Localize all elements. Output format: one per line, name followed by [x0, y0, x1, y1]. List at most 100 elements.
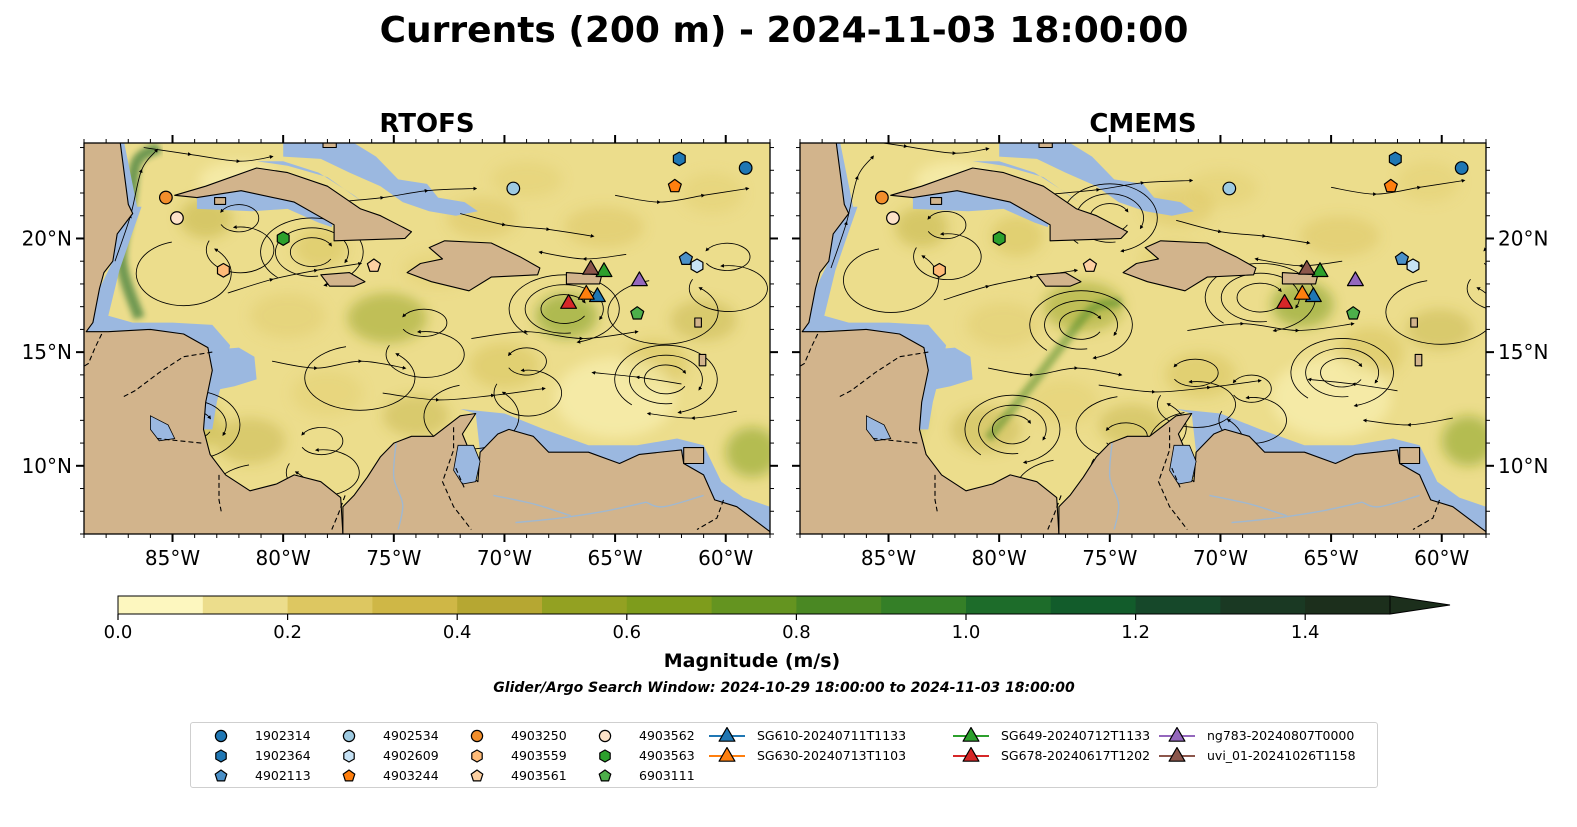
yucatan-shelf-shallow-water: [86, 143, 231, 430]
river: [645, 494, 704, 508]
legend-label: 1902314: [255, 728, 311, 743]
y-tick-label: 10°N: [22, 454, 72, 478]
glider-marker-uvi_01-20241026T1158: [582, 259, 600, 275]
legend-marker-6903111: [598, 769, 612, 782]
legend-label: 4903250: [511, 728, 567, 743]
map-frame: [799, 142, 1487, 535]
hispaniola-land: [406, 240, 541, 292]
colorbar-bin: [287, 596, 373, 614]
streamline: [471, 329, 639, 341]
glider-marker-SG678-20240617T1202: [560, 294, 578, 309]
country-border: [1412, 499, 1441, 530]
yucatan-shelf-shallow-water: [802, 143, 947, 430]
y-tick-label: 15°N: [22, 340, 72, 364]
colorbar-bin: [457, 596, 543, 614]
colorbar-bin: [711, 596, 797, 614]
eddy-streamlines: [1385, 247, 1486, 345]
glider-marker-SG649-20240712T1133: [1311, 262, 1329, 278]
legend-marker: [470, 729, 484, 743]
colorbar-tick-label: 1.0: [952, 622, 981, 643]
colorbar: 0.0 0.2 0.4 0.6 0.8 1.0 1.2 1.4: [104, 595, 1451, 643]
colorbar-tick-label: 0.8: [782, 622, 811, 643]
streamline: [830, 155, 874, 269]
y-tick-label: 20°N: [22, 226, 72, 250]
central-america-land: [800, 143, 1060, 534]
lake-maracaibo: [453, 444, 481, 485]
cuba-land: [174, 167, 413, 242]
colorbar-tick-label: 0.6: [612, 622, 641, 643]
river: [1209, 494, 1288, 517]
legend-marker-4903250: [470, 729, 484, 743]
search-window-text: Glider/Argo Search Window: 2024-10-29 18…: [493, 680, 1075, 696]
x-tick-label: 70°W: [1193, 546, 1248, 570]
colorbar-tick-label: 1.4: [1291, 622, 1320, 643]
legend-marker-4903561: [470, 769, 484, 782]
legend-marker-1902314: [214, 729, 228, 743]
trinidad-land: [1399, 447, 1421, 465]
legend-label: 6903111: [639, 768, 695, 783]
streamline: [988, 366, 1123, 377]
colorbar-tick-label: 0.0: [104, 622, 133, 643]
legend-marker-SG630-20240713T1103: [718, 747, 736, 762]
streamline: [460, 213, 595, 238]
x-tick-label: 65°W: [587, 546, 642, 570]
islands-lesser-2-land: [1414, 353, 1423, 367]
central-america-land: [84, 143, 344, 534]
legend-marker: [953, 727, 989, 742]
x-tick-label: 85°W: [861, 546, 916, 570]
legend-marker-4903562: [598, 729, 612, 743]
jamaica-land: [1036, 272, 1082, 287]
colorbar-bin: [118, 596, 204, 614]
colorbar-bin: [1305, 596, 1391, 614]
legend-marker: [599, 749, 611, 763]
x-tick-label: 70°W: [477, 546, 532, 570]
cuba-shelf-south-shallow-water: [912, 183, 1051, 228]
platform-markers: [874, 151, 1469, 320]
panel-title: CMEMS: [1089, 109, 1196, 139]
colorbar-bin: [202, 596, 289, 614]
south-america-land: [342, 412, 770, 534]
platform-marker-4903561: [1082, 258, 1097, 272]
eddy-streamlines: [135, 204, 275, 307]
river: [1231, 501, 1363, 524]
legend-marker-SG649-20240712T1133: [962, 727, 980, 742]
platform-marker-4903562: [886, 211, 900, 225]
colorbar-bin: [966, 596, 1052, 614]
legend-marker: [214, 769, 228, 782]
country-border: [121, 351, 213, 399]
platform-legend: 1902314 1902364 4902113 4902534 4902609 49032…: [190, 722, 1378, 788]
colorbar-extend-arrow: [1389, 595, 1451, 615]
legend-marker: [709, 747, 745, 762]
mosquito-bank-shallow-water: [928, 347, 973, 391]
legend-label: SG649-20240712T1133: [1001, 728, 1151, 743]
eddy-streamlines: [614, 344, 718, 414]
legend-label: 4903561: [511, 768, 567, 783]
country-border: [837, 351, 929, 399]
mosquito-bank-shallow-water: [212, 347, 257, 391]
legend-label: 4902113: [255, 768, 311, 783]
platform-marker-4903559: [932, 262, 946, 278]
country-border: [934, 474, 938, 512]
streamline: [1176, 219, 1311, 245]
legend-marker: [342, 729, 356, 743]
eddy-streamlines: [842, 211, 982, 313]
cuba-shelf-south-shallow-water: [196, 183, 335, 228]
streamline: [143, 147, 274, 164]
trinidad-land: [683, 447, 705, 465]
x-tick-label: 65°W: [1303, 546, 1358, 570]
platform-marker-4903561: [366, 258, 381, 272]
colorbar-tick-label: 0.4: [443, 622, 472, 643]
legend-marker-4903559: [471, 749, 483, 763]
x-tick-label: 75°W: [366, 546, 421, 570]
colorbar-bin: [542, 596, 628, 614]
legend-marker: [1159, 727, 1195, 742]
platform-marker-4902534: [1222, 181, 1237, 196]
platform-marker-1902364: [672, 151, 686, 167]
streamline: [1254, 257, 1343, 268]
x-tick-label: 75°W: [1082, 546, 1137, 570]
platform-marker-1902364: [1388, 151, 1402, 167]
colorbar-bin: [1220, 596, 1306, 614]
legend-marker-4902113: [214, 769, 228, 782]
streamline: [1331, 178, 1466, 197]
legend-marker: [342, 769, 356, 782]
